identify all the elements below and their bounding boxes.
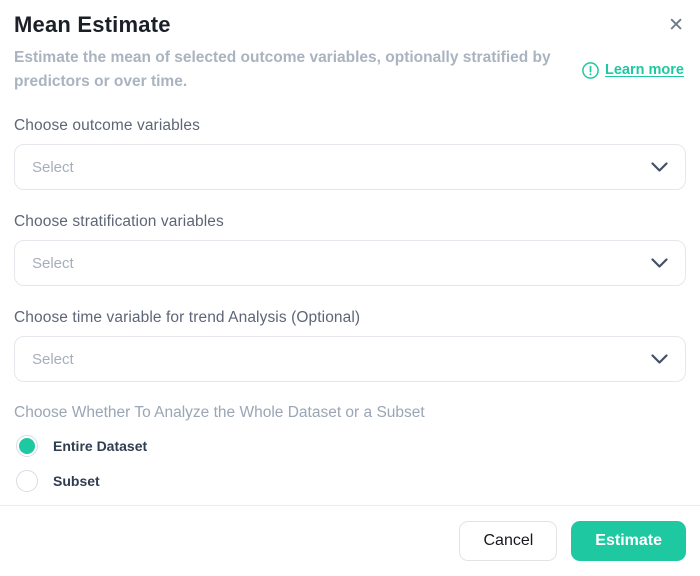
field-outcome-variables: Choose outcome variables Select (14, 117, 686, 191)
dialog-header: Mean Estimate ✕ (14, 12, 686, 39)
field-time-variable: Choose time variable for trend Analysis … (14, 309, 686, 383)
radio-unselected-icon (16, 470, 38, 493)
radio-entire-dataset-label: Entire Dataset (53, 438, 148, 455)
cancel-button[interactable]: Cancel (459, 521, 558, 561)
page-title: Mean Estimate (14, 12, 171, 37)
intro-row: Estimate the mean of selected outcome va… (14, 46, 686, 94)
dialog-content: Mean Estimate ✕ Estimate the mean of sel… (0, 0, 700, 505)
field-stratification-variables: Choose stratification variables Select (14, 213, 686, 287)
exclamation-circle-icon (582, 61, 599, 79)
stratification-variables-select[interactable]: Select (14, 240, 686, 287)
radio-subset[interactable]: Subset (16, 470, 686, 493)
outcome-variables-label: Choose outcome variables (14, 117, 200, 135)
select-placeholder: Select (32, 254, 74, 272)
outcome-variables-select[interactable]: Select (14, 144, 686, 191)
radio-entire-dataset[interactable]: Entire Dataset (16, 435, 686, 458)
estimate-button[interactable]: Estimate (571, 521, 686, 561)
radio-selected-icon (16, 435, 38, 458)
chevron-down-icon (651, 161, 668, 173)
dataset-choice-label: Choose Whether To Analyze the Whole Data… (14, 404, 425, 422)
time-variable-select[interactable]: Select (14, 336, 686, 383)
learn-more-link[interactable]: Learn more (582, 61, 684, 79)
dialog-description: Estimate the mean of selected outcome va… (14, 49, 551, 91)
chevron-down-icon (651, 257, 668, 269)
dialog-footer: Cancel Estimate (0, 505, 700, 576)
time-variable-label: Choose time variable for trend Analysis … (14, 309, 361, 327)
close-icon[interactable]: ✕ (666, 12, 686, 39)
radio-subset-label: Subset (53, 473, 100, 490)
select-placeholder: Select (32, 350, 74, 368)
learn-more-label: Learn more (605, 62, 684, 79)
stratification-variables-label: Choose stratification variables (14, 213, 224, 231)
select-placeholder: Select (32, 158, 74, 176)
chevron-down-icon (651, 353, 668, 365)
dataset-choice-section: Choose Whether To Analyze the Whole Data… (14, 404, 686, 493)
